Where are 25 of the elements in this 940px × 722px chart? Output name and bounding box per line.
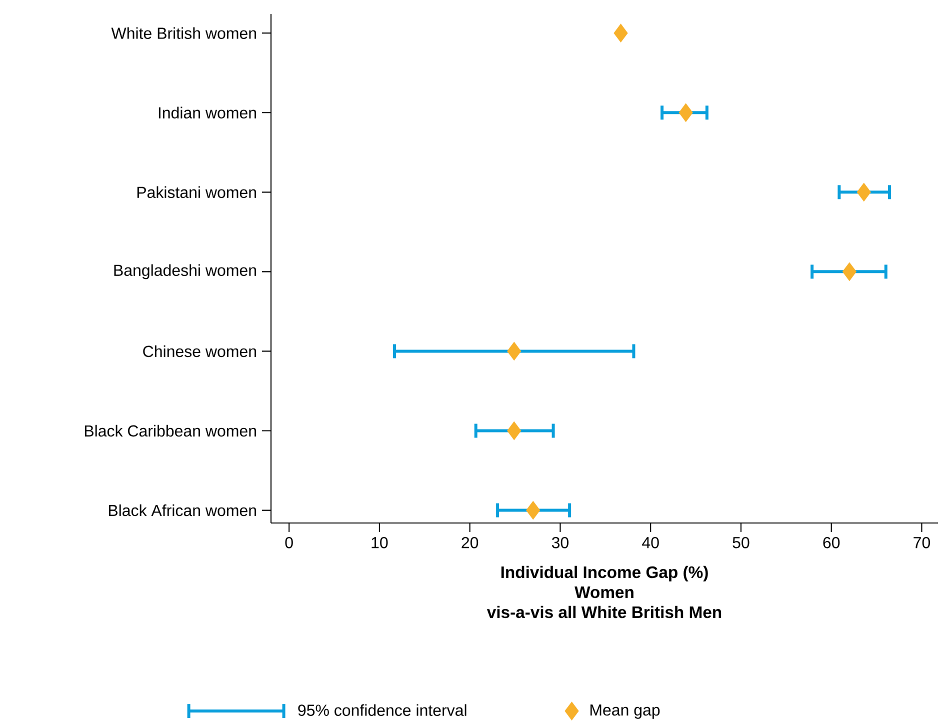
point [507, 421, 522, 440]
y-tick-label: Black Caribbean women [84, 424, 256, 437]
point [842, 262, 856, 281]
y-tick-label: Bangladeshi women [114, 264, 256, 280]
x-tick-label: 60 [823, 536, 840, 548]
y-tick-label: Pakistani women [137, 186, 256, 198]
y-tick-label: Indian women [158, 106, 256, 118]
y-tick-label: White British women [111, 27, 256, 39]
legend-label: Mean gap [590, 704, 660, 719]
point [856, 182, 871, 202]
text: 95% confidence interval [298, 704, 466, 716]
x-tick-label: 10 [372, 536, 388, 548]
y-tick-label: Chinese women [143, 345, 256, 358]
point [614, 24, 628, 42]
x-tick-label: 0 [285, 536, 293, 548]
x-tick-label: 50 [732, 536, 750, 548]
x-tick-label: 40 [642, 536, 659, 548]
x-tick-label: 70 [914, 536, 930, 548]
point [678, 103, 693, 122]
point [507, 342, 522, 360]
y-tick-label: Black African women [108, 504, 256, 516]
x-tick-label: 30 [552, 536, 568, 548]
x-tick-label: 20 [462, 536, 478, 548]
point [526, 501, 540, 520]
x-axis-title: Individual Income Gap (%) Women vis-a-vis all White British Men [486, 566, 722, 618]
